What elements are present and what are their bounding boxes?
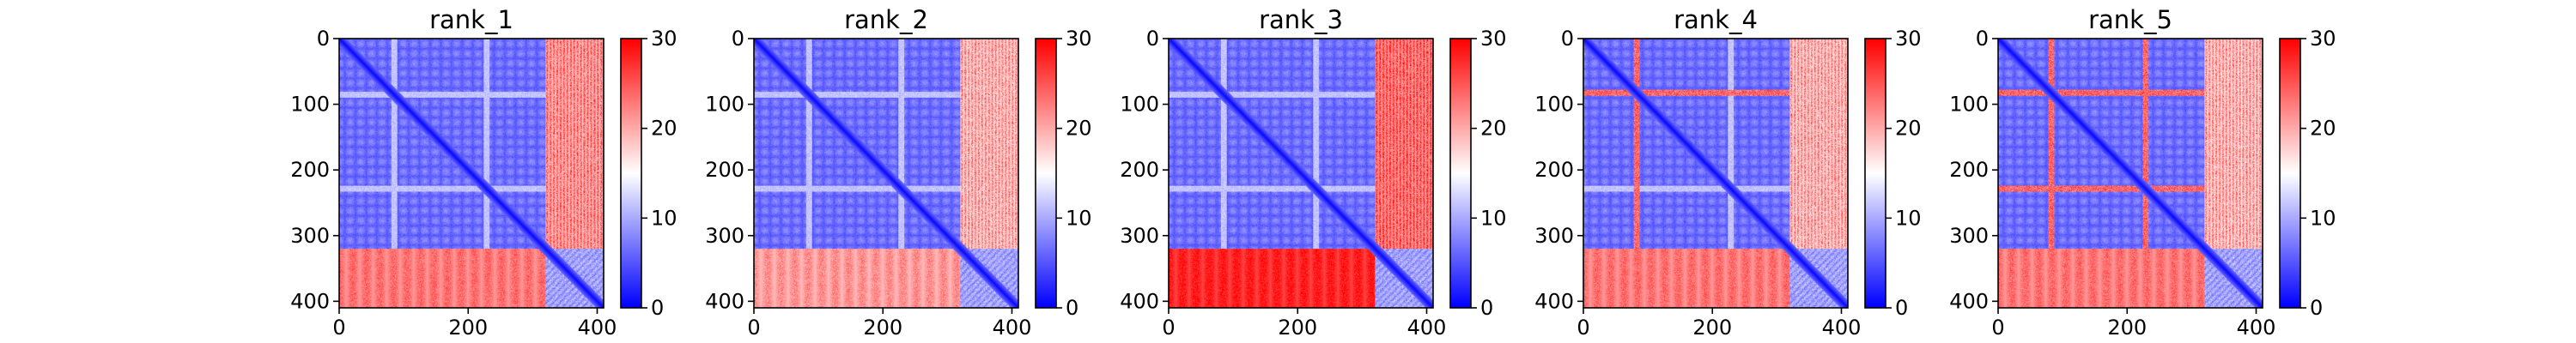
colorbar: [1865, 39, 1886, 308]
y-tick-label: 100: [290, 93, 330, 117]
colorbar-tick-label: 20: [651, 117, 677, 141]
x-tick-label: 0: [1991, 316, 2004, 340]
y-tick-label: 200: [705, 158, 744, 182]
colorbar-frame: [620, 38, 642, 309]
y-tick-label: 400: [1534, 289, 1574, 313]
y-tick-label: 400: [705, 289, 744, 313]
colorbar-tick-label: 20: [1480, 117, 1507, 141]
colorbar-frame: [1449, 38, 1472, 309]
x-tick-label: 200: [448, 316, 488, 340]
y-tick-label: 100: [1534, 93, 1574, 117]
y-tick-label: 200: [1120, 158, 1159, 182]
colorbar-tick-label: 30: [651, 27, 677, 51]
plot-frame: [1583, 38, 1849, 309]
x-tick-label: 0: [1577, 316, 1589, 340]
plot-frame: [338, 38, 605, 309]
colorbar-tick-label: 30: [1066, 27, 1092, 51]
panel-title: rank_3: [1259, 5, 1343, 34]
colorbar-tick-label: 30: [1895, 27, 1922, 51]
y-tick-label: 200: [290, 158, 330, 182]
colorbar-tick-label: 0: [1480, 296, 1493, 320]
y-tick-label: 100: [1120, 93, 1159, 117]
colorbar-tick-label: 10: [1895, 206, 1922, 230]
y-tick-label: 300: [705, 224, 744, 248]
heatmap-image: [1583, 39, 1848, 308]
y-tick-label: 400: [290, 289, 330, 313]
colorbar-tick-label: 0: [2310, 296, 2323, 320]
y-tick-label: 0: [1976, 27, 1989, 51]
colorbar-tick-label: 20: [1066, 117, 1092, 141]
colorbar-frame: [2279, 38, 2301, 309]
y-tick-label: 400: [1120, 289, 1159, 313]
y-tick-label: 100: [1949, 93, 1989, 117]
y-tick-label: 200: [1949, 158, 1989, 182]
y-tick-label: 400: [1949, 289, 1989, 313]
colorbar: [2280, 39, 2300, 308]
x-tick-label: 400: [2237, 316, 2276, 340]
heatmap-image: [1169, 39, 1433, 308]
plot-frame: [1997, 38, 2263, 309]
y-tick-label: 0: [1561, 27, 1574, 51]
colorbar-frame: [1864, 38, 1886, 309]
colorbar-frame: [1035, 38, 1057, 309]
colorbar-tick-label: 10: [1066, 206, 1092, 230]
colorbar-tick-label: 20: [1895, 117, 1922, 141]
y-tick-label: 0: [1146, 27, 1159, 51]
panel-title: rank_5: [2088, 5, 2172, 34]
x-tick-label: 0: [332, 316, 345, 340]
x-tick-label: 0: [747, 316, 760, 340]
colorbar: [1036, 39, 1056, 308]
panel-title: rank_2: [844, 5, 928, 34]
y-tick-label: 300: [1534, 224, 1574, 248]
heatmap-image: [339, 39, 604, 308]
x-tick-label: 200: [1278, 316, 1317, 340]
y-tick-label: 300: [1120, 224, 1159, 248]
colorbar-tick-label: 10: [651, 206, 677, 230]
x-tick-label: 200: [863, 316, 902, 340]
colorbar-tick-label: 20: [2310, 117, 2336, 141]
x-tick-label: 400: [578, 316, 617, 340]
x-tick-label: 400: [1407, 316, 1447, 340]
colorbar-tick-label: 0: [1895, 296, 1908, 320]
heatmap-image: [754, 39, 1018, 308]
panel-title: rank_1: [429, 5, 513, 34]
y-tick-label: 200: [1534, 158, 1574, 182]
y-tick-label: 100: [705, 93, 744, 117]
colorbar: [621, 39, 641, 308]
x-tick-label: 400: [1822, 316, 1862, 340]
y-tick-label: 0: [732, 27, 744, 51]
colorbar-tick-label: 0: [1066, 296, 1078, 320]
x-tick-label: 400: [993, 316, 1032, 340]
colorbar-tick-label: 30: [1480, 27, 1507, 51]
x-tick-label: 0: [1162, 316, 1175, 340]
colorbar: [1450, 39, 1471, 308]
y-tick-label: 0: [317, 27, 330, 51]
y-tick-label: 300: [1949, 224, 1989, 248]
plot-frame: [753, 38, 1019, 309]
colorbar-tick-label: 10: [1480, 206, 1507, 230]
colorbar-tick-label: 10: [2310, 206, 2336, 230]
colorbar-tick-label: 30: [2310, 27, 2336, 51]
colorbar-tick-label: 0: [651, 296, 664, 320]
y-tick-label: 300: [290, 224, 330, 248]
panel-title: rank_4: [1674, 5, 1758, 34]
plot-frame: [1168, 38, 1434, 309]
x-tick-label: 200: [2107, 316, 2147, 340]
heatmap-image: [1998, 39, 2263, 308]
x-tick-label: 200: [1692, 316, 1732, 340]
